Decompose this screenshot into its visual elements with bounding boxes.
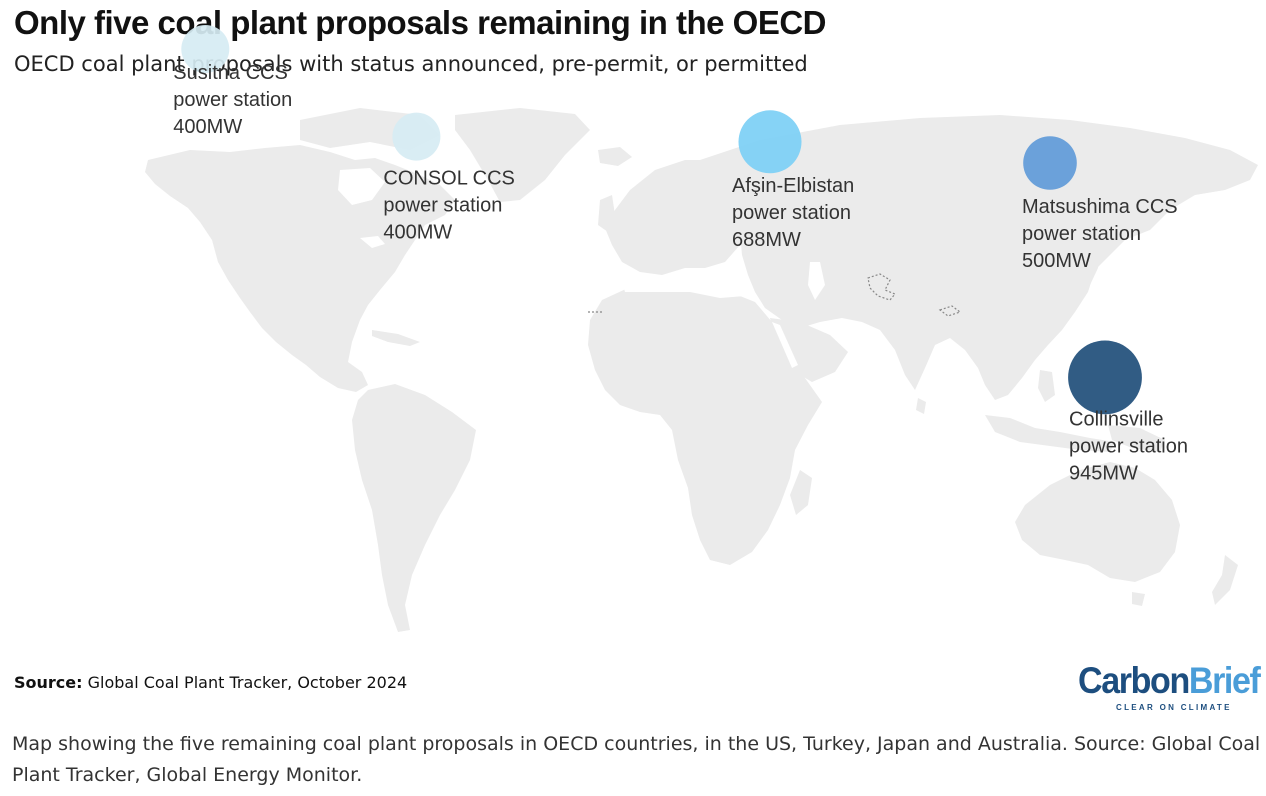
plant-bubble-2[interactable] (738, 110, 802, 174)
plant-label-1: CONSOL CCS power station 400MW (383, 168, 515, 244)
landmass-philippines (1038, 370, 1055, 402)
landmass-iceland (598, 147, 632, 166)
plant-bubble-0[interactable] (181, 25, 230, 73)
plant-capacity-4: 945MW (1069, 462, 1138, 484)
logo-tagline: CLEAR ON CLIMATE (1116, 703, 1232, 712)
logo-word-carbon: Carbon (1078, 660, 1190, 701)
great-lakes (360, 236, 385, 248)
plant-capacity-3: 500MW (1022, 250, 1091, 272)
plant-name-line1-4: Collinsville (1069, 408, 1163, 430)
disputed-border-kashmir (867, 273, 896, 301)
landmass-new-guinea (1108, 425, 1165, 452)
landmass-north-america (145, 145, 455, 392)
plant-label-2: Afşin-Elbistan power station 688MW (732, 175, 854, 251)
plant-capacity-0: 400MW (173, 116, 242, 138)
source-note: Source: Global Coal Plant Tracker, Octob… (14, 673, 407, 692)
plant-label-4: Collinsville power station 945MW (1069, 408, 1188, 484)
plant-name-line1-2: Afşin-Elbistan (732, 175, 854, 197)
plant-name-line2-2: power station (732, 202, 851, 224)
world-map: Susitna CCS power station 400MW CONSOL CCS p… (145, 25, 1258, 632)
plant-bubble-3[interactable] (1023, 136, 1077, 190)
mediterranean-sea (622, 276, 745, 298)
hudson-bay (338, 168, 385, 205)
logo-word-brief: Brief (1188, 660, 1261, 701)
landmass-japan (1068, 240, 1100, 306)
plant-label-0: Susitna CCS power station 400MW (173, 62, 292, 138)
disputed-border-arunachal (938, 305, 962, 317)
land-masses (145, 108, 1258, 632)
landmass-greenland (455, 108, 590, 202)
landmass-europe (605, 160, 745, 275)
plant-name-line1-3: Matsushima CCS (1022, 196, 1178, 218)
landmass-sri-lanka (916, 398, 926, 414)
plant-bubble-4[interactable] (1068, 340, 1142, 415)
landmass-caribbean (372, 330, 420, 346)
landmass-africa (588, 282, 822, 565)
landmass-asia (700, 115, 1258, 400)
plant-bubble-1[interactable] (392, 112, 441, 161)
logo-wordmark: CarbonBrief (1078, 660, 1261, 702)
chart-title: Only five coal plant proposals remaining… (14, 4, 827, 41)
source-text: Global Coal Plant Tracker, October 2024 (87, 673, 408, 692)
carbon-brief-logo[interactable]: CarbonBrief CLEAR ON CLIMATE (1078, 660, 1261, 712)
plant-labels: Susitna CCS power station 400MW CONSOL CCS p… (173, 62, 1188, 484)
plant-label-3: Matsushima CCS power station 500MW (1022, 196, 1178, 272)
caspian-sea (808, 262, 825, 300)
landmass-tasmania (1132, 592, 1145, 606)
red-sea (772, 322, 798, 368)
plant-capacity-1: 400MW (383, 222, 452, 244)
plant-name-line2-3: power station (1022, 223, 1141, 245)
figure-caption: Map showing the five remaining coal plan… (12, 733, 1261, 786)
plant-capacity-2: 688MW (732, 229, 801, 251)
plant-name-line2-1: power station (383, 195, 502, 217)
landmass-new-zealand (1212, 555, 1238, 605)
plant-name-line2-0: power station (173, 89, 292, 111)
source-label: Source: (14, 673, 83, 692)
plant-name-line2-4: power station (1069, 435, 1188, 457)
landmass-madagascar (790, 470, 812, 515)
chart-subtitle: OECD coal plant proposals with status an… (14, 52, 808, 76)
landmass-indonesia (985, 415, 1115, 452)
plant-markers (181, 25, 1142, 415)
plant-name-line1-0: Susitna CCS (173, 62, 287, 84)
plant-name-line1-1: CONSOL CCS (383, 168, 515, 190)
landmass-south-america (352, 384, 476, 632)
landmass-british-isles (598, 195, 615, 232)
landmass-australia (1015, 462, 1180, 582)
